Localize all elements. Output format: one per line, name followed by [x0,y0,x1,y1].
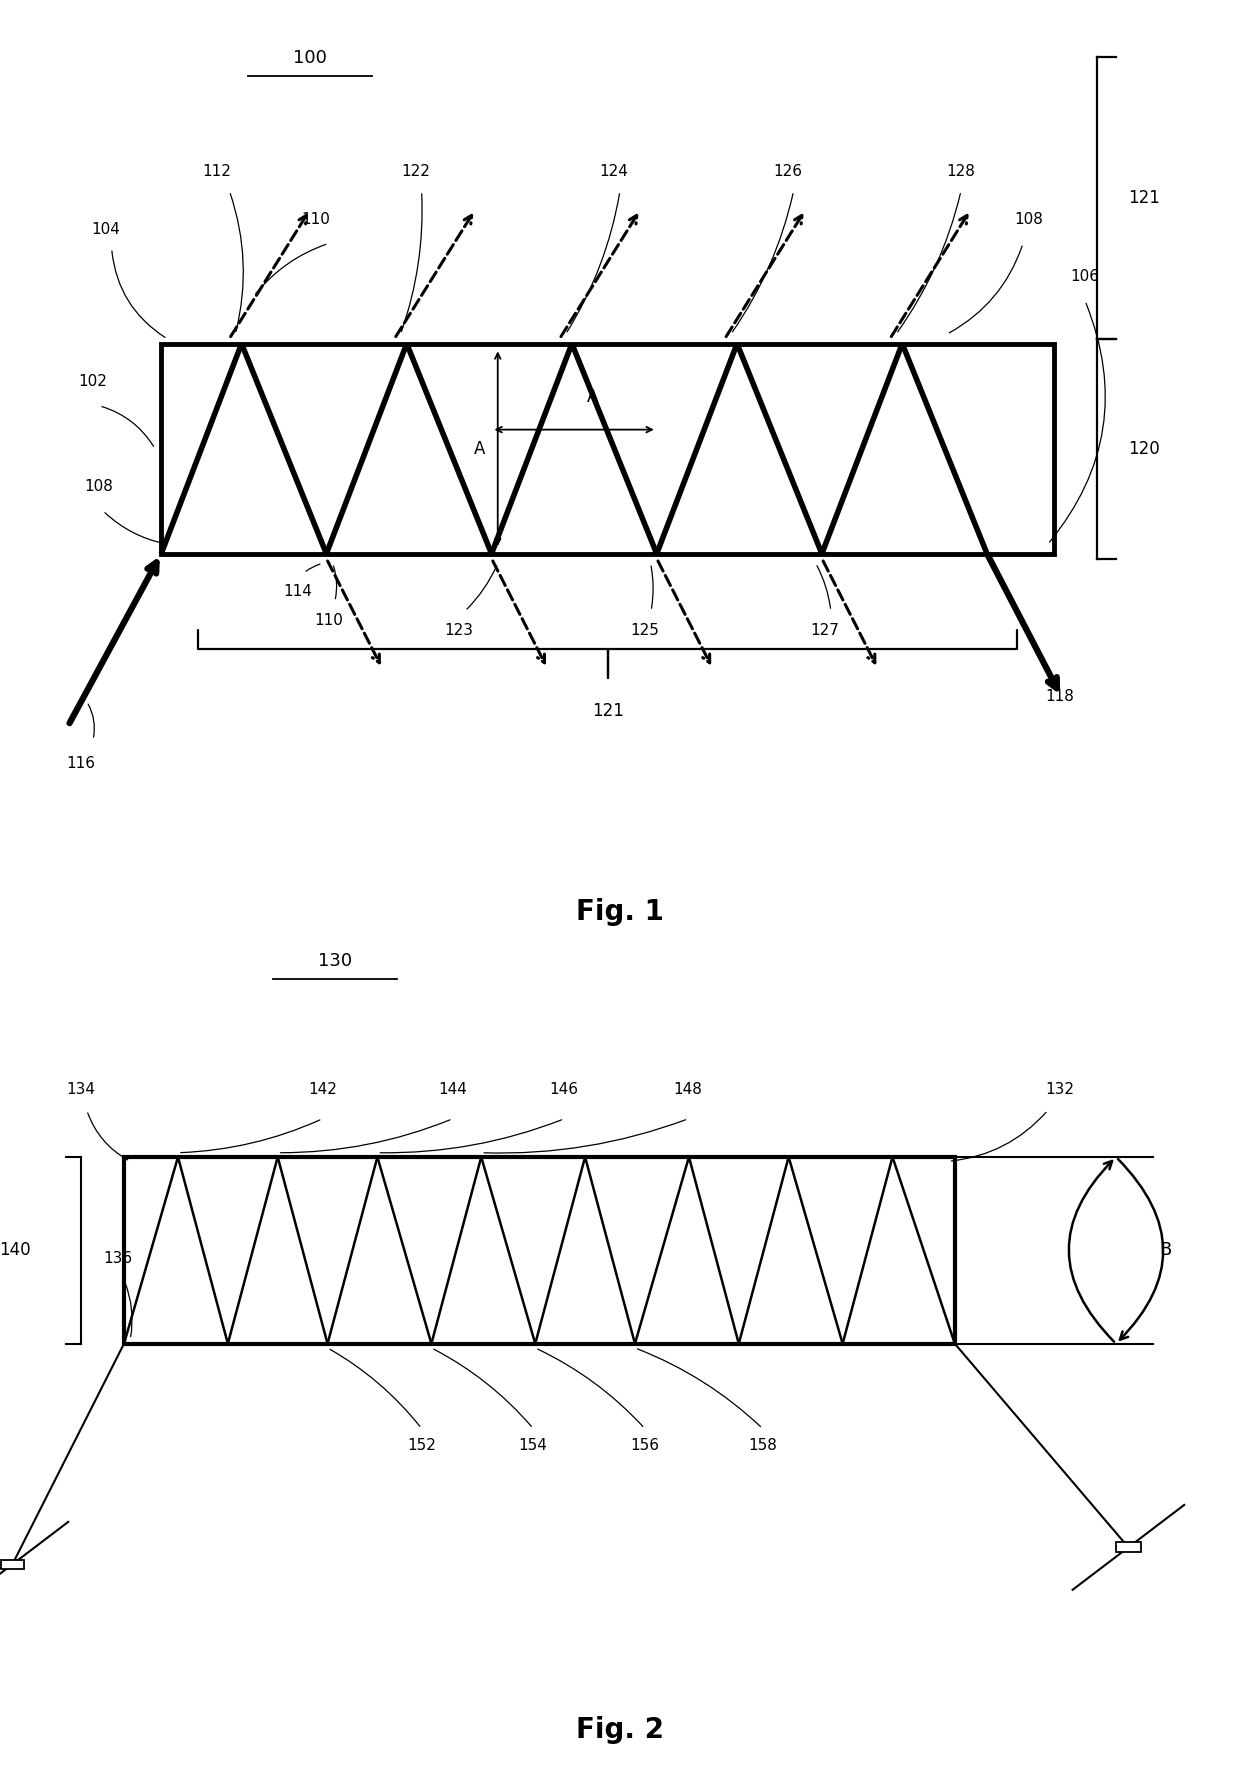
Text: 104: 104 [91,221,120,237]
Text: B: B [1159,1241,1172,1259]
Text: 146: 146 [549,1082,579,1096]
Text: 126: 126 [773,164,802,179]
Text: 100: 100 [293,50,327,67]
Text: 128: 128 [946,164,976,179]
Text: 123: 123 [444,622,474,638]
Text: 121: 121 [1128,189,1161,207]
Text: 102: 102 [78,375,108,389]
Text: 116: 116 [66,757,95,771]
Bar [124,1156,955,1344]
Text: 154: 154 [518,1437,548,1453]
Bar [161,343,1054,553]
Text: 125: 125 [630,622,660,638]
Text: 148: 148 [673,1082,703,1096]
Text: 124: 124 [599,164,629,179]
Text: 134: 134 [66,1082,95,1096]
Text: 132: 132 [1045,1082,1075,1096]
Text: 112: 112 [202,164,232,179]
Text: A: A [474,440,485,458]
Text: 158: 158 [748,1437,777,1453]
Text: 140: 140 [0,1241,31,1259]
Text: 106: 106 [1070,269,1100,285]
Text: 130: 130 [317,953,352,971]
Text: 144: 144 [438,1082,467,1096]
Text: A: A [587,387,599,405]
Bar [1116,1542,1141,1552]
Text: 110: 110 [301,212,331,226]
Text: 120: 120 [1128,440,1161,458]
Text: Fig. 2: Fig. 2 [577,1715,663,1743]
Text: 108: 108 [1014,212,1044,226]
Text: 122: 122 [401,164,430,179]
Bar [1,1559,24,1568]
Text: 110: 110 [314,613,343,628]
Text: Fig. 1: Fig. 1 [577,898,663,926]
Text: 114: 114 [283,585,312,599]
Text: 127: 127 [810,622,839,638]
Text: 118: 118 [1045,690,1075,704]
Text: 152: 152 [407,1437,436,1453]
Text: 136: 136 [103,1252,133,1266]
Text: 108: 108 [84,479,114,495]
Text: 156: 156 [630,1437,660,1453]
Text: 142: 142 [308,1082,337,1096]
Text: 121: 121 [591,702,624,720]
